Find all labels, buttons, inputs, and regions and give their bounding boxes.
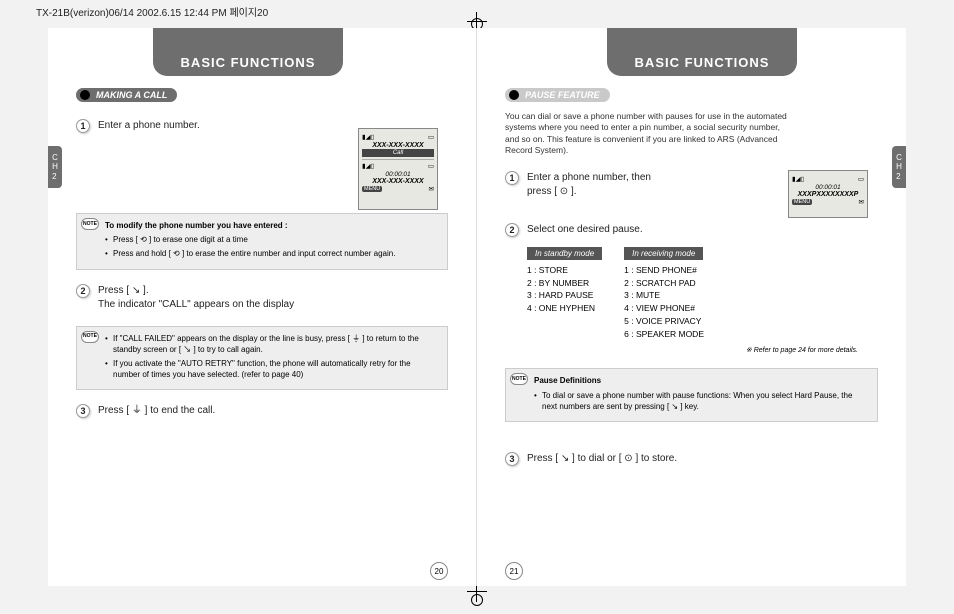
step-text: Press [ ↘ ] to dial or [ ⊙ ] to store.	[527, 452, 878, 466]
chapter-tab-left: CH2	[48, 146, 62, 188]
step-number-icon: 2	[76, 284, 90, 298]
mode-header: In standby mode	[527, 247, 602, 260]
phone-display-left: ▮◢▯▭ XXX-XXX-XXXX Call ▮◢▯▭ 00:00:01 XXX…	[358, 128, 438, 210]
note-icon: NOTE	[81, 218, 99, 230]
step-text: Enter a phone number, then press [ ⊙ ].	[527, 171, 677, 199]
note-title: Pause Definitions	[534, 375, 869, 386]
tab-title: BASIC FUNCTIONS	[635, 55, 770, 70]
display-number: XXXPXXXXXXXXP	[792, 191, 864, 198]
call-timer: 00:00:01	[792, 184, 864, 191]
note-bullet: Press [ ⟲ ] to erase one digit at a time	[105, 234, 439, 245]
phone-display-right: ▮◢▯▭ 00:00:01 XXXPXXXXXXXXP MENU✉	[788, 170, 868, 218]
mode-item: 2 : SCRATCH PAD	[624, 277, 704, 290]
note-title: To modify the phone number you have ente…	[105, 220, 439, 231]
step-number-icon: 3	[76, 404, 90, 418]
receiving-mode-col: In receiving mode 1 : SEND PHONE# 2 : SC…	[624, 247, 704, 341]
tab-title: BASIC FUNCTIONS	[181, 55, 316, 70]
step-text: Press [ ↘ ]. The indicator "CALL" appear…	[98, 284, 448, 312]
print-header: TX-21B(verizon)06/14 2002.6.15 12:44 PM …	[36, 4, 268, 19]
mode-item: 5 : VOICE PRIVACY	[624, 315, 704, 328]
display-number: XXX-XXX-XXXX	[362, 142, 434, 149]
note-modify-number: NOTE To modify the phone number you have…	[76, 213, 448, 270]
mode-item: 2 : BY NUMBER	[527, 277, 602, 290]
mode-item: 3 : HARD PAUSE	[527, 289, 602, 302]
note-bullet: If you activate the "AUTO RETRY" functio…	[105, 358, 439, 380]
note-bullet: If "CALL FAILED" appears on the display …	[105, 333, 439, 355]
intro-text: You can dial or save a phone number with…	[505, 111, 795, 157]
mode-item: 4 : VIEW PHONE#	[624, 302, 704, 315]
header-tab-left: BASIC FUNCTIONS	[153, 28, 343, 76]
page-left: BASIC FUNCTIONS CH2 MAKING A CALL 1 Ente…	[48, 28, 477, 586]
note-icon: NOTE	[81, 331, 99, 343]
section-making-a-call: MAKING A CALL	[76, 88, 177, 102]
page-spread: BASIC FUNCTIONS CH2 MAKING A CALL 1 Ente…	[48, 28, 906, 586]
display-number-2: XXX-XXX-XXXX	[362, 178, 434, 185]
registration-mark-bottom	[471, 594, 483, 606]
step-2: 2 Select one desired pause.	[505, 223, 878, 237]
mode-item: 4 : ONE HYPHEN	[527, 302, 602, 315]
standby-mode-col: In standby mode 1 : STORE 2 : BY NUMBER …	[527, 247, 602, 341]
note-bullet: To dial or save a phone number with paus…	[534, 390, 869, 412]
chapter-tab-right: CH2	[892, 146, 906, 188]
step-text: Select one desired pause.	[527, 223, 878, 237]
mode-item: 1 : STORE	[527, 264, 602, 277]
step-2: 2 Press [ ↘ ]. The indicator "CALL" appe…	[76, 284, 448, 312]
step-3: 3 Press [ ⏚ ] to end the call.	[76, 404, 448, 418]
page-number-left: 20	[430, 562, 448, 580]
menu-softkey: MENU	[362, 186, 382, 192]
call-indicator: Call	[362, 149, 434, 157]
step-number-icon: 1	[505, 171, 519, 185]
mode-item: 3 : MUTE	[624, 289, 704, 302]
step-text: Press [ ⏚ ] to end the call.	[98, 404, 448, 418]
step-number-icon: 1	[76, 119, 90, 133]
step-3: 3 Press [ ↘ ] to dial or [ ⊙ ] to store.	[505, 452, 878, 466]
page-number-right: 21	[505, 562, 523, 580]
call-timer: 00:00:01	[362, 171, 434, 178]
section-pause-feature: PAUSE FEATURE	[505, 88, 610, 102]
mode-item: 6 : SPEAKER MODE	[624, 328, 704, 341]
page-right: BASIC FUNCTIONS CH2 PAUSE FEATURE You ca…	[477, 28, 906, 586]
pause-mode-table: In standby mode 1 : STORE 2 : BY NUMBER …	[527, 247, 878, 341]
note-icon: NOTE	[510, 373, 528, 385]
note-pause-definitions: NOTE Pause Definitions To dial or save a…	[505, 368, 878, 422]
note-call-failed: NOTE If "CALL FAILED" appears on the dis…	[76, 326, 448, 391]
step-number-icon: 3	[505, 452, 519, 466]
header-tab-right: BASIC FUNCTIONS	[607, 28, 797, 76]
note-bullet: Press and hold [ ⟲ ] to erase the entire…	[105, 248, 439, 259]
step-number-icon: 2	[505, 223, 519, 237]
menu-softkey: MENU	[792, 199, 812, 205]
mode-header: In receiving mode	[624, 247, 703, 260]
reference-note: ※ Refer to page 24 for more details.	[505, 346, 858, 354]
mode-item: 1 : SEND PHONE#	[624, 264, 704, 277]
